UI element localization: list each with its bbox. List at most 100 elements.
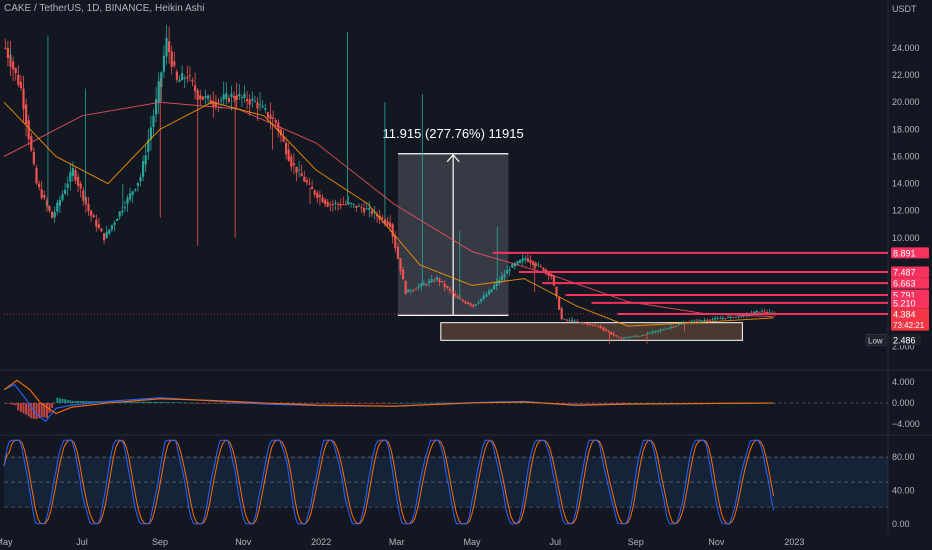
candle-body (339, 203, 342, 206)
candle-body (282, 136, 285, 142)
macd-bar (381, 403, 384, 404)
macd-bar (422, 402, 425, 404)
macd-bar (19, 403, 22, 412)
candle-body (126, 197, 129, 204)
macd-bar (576, 403, 579, 404)
candle-body (363, 208, 366, 213)
macd-bar (646, 403, 649, 404)
candle-body (526, 258, 529, 262)
macd-line (3, 379, 774, 415)
candle-body (617, 336, 620, 338)
macd-bar (355, 403, 358, 404)
candle-body (430, 279, 433, 282)
macd-bar (308, 403, 311, 404)
macd-bar (168, 402, 171, 403)
macd-bar (48, 403, 51, 413)
candle-body (139, 177, 142, 182)
candle-body (529, 259, 532, 264)
candle-body (4, 47, 7, 49)
y-tick-label: 20.000 (892, 97, 920, 107)
moving-average-line (3, 101, 774, 327)
macd-bar (82, 401, 85, 403)
candle-body (191, 80, 194, 82)
candle-body (448, 288, 451, 291)
candle-body (633, 335, 636, 337)
macd-bar (147, 401, 150, 403)
candle-body (381, 217, 384, 219)
candle-body (316, 192, 319, 199)
candle-body (487, 290, 490, 295)
macd-bar (441, 402, 444, 404)
candle-body (558, 297, 561, 310)
macd-bar (659, 403, 662, 404)
candle-body (500, 275, 503, 280)
measure-label: 11.915 (277.76%) 11915 (383, 126, 524, 141)
candle-body (651, 331, 654, 333)
candle-body (482, 295, 485, 299)
candle-body (90, 210, 93, 216)
price-tag (891, 247, 929, 259)
macd-bar (417, 402, 420, 404)
candle-body (199, 95, 202, 100)
macd-bar (227, 403, 230, 404)
candle-body (386, 220, 389, 226)
resistance-label: 5.791 (893, 290, 916, 300)
candle-body (763, 311, 766, 313)
macd-bar (615, 403, 618, 404)
candle-body (326, 201, 329, 207)
macd-bar (199, 403, 202, 404)
support-zone (440, 322, 743, 341)
candle-body (266, 112, 269, 118)
candle-body (248, 99, 251, 105)
macd-bar (64, 399, 67, 403)
macd-bar (181, 402, 184, 404)
macd-bar (71, 400, 74, 403)
candle-body (638, 335, 641, 337)
macd-bar (69, 400, 72, 403)
candle-body (612, 333, 615, 336)
candle-body (412, 289, 415, 291)
candle-body (105, 231, 108, 238)
candle-body (469, 303, 472, 306)
resistance-label: 7.487 (893, 267, 916, 277)
candle-body (368, 207, 371, 210)
macd-bar (607, 403, 610, 404)
macd-bar (643, 403, 646, 404)
candle-body (69, 172, 72, 182)
candle-body (643, 334, 646, 336)
candle-body (584, 323, 587, 324)
candle-body (594, 325, 597, 326)
macd-bar (84, 401, 87, 403)
current-price-tag (891, 308, 929, 331)
candle-body (256, 102, 259, 109)
candle-body (350, 203, 353, 205)
candle-body (680, 323, 683, 325)
candle-body (568, 320, 571, 321)
candle-body (519, 260, 522, 263)
candle-body (456, 296, 459, 299)
macd-bar (204, 403, 207, 404)
candle-body (669, 326, 672, 328)
macd-bar (311, 403, 314, 404)
macd-bar (126, 401, 129, 403)
candle-body (204, 96, 207, 98)
macd-bar (651, 403, 654, 404)
x-tick-label: 2022 (311, 537, 331, 547)
macd-bar (162, 402, 165, 403)
candle-body (591, 324, 594, 326)
macd-bar (344, 403, 347, 404)
candle-body (79, 183, 82, 189)
candle-body (48, 206, 51, 211)
candle-body (394, 235, 397, 249)
candle-body (693, 320, 696, 322)
candle-body (576, 321, 579, 323)
candle-body (607, 330, 610, 332)
macd-bar (352, 403, 355, 404)
candle-body (196, 90, 199, 101)
stoch-k-line (3, 439, 775, 525)
candle-body (274, 120, 277, 123)
x-tick-label: May (0, 537, 13, 547)
macd-bar (25, 403, 28, 415)
candle-body (97, 224, 100, 228)
